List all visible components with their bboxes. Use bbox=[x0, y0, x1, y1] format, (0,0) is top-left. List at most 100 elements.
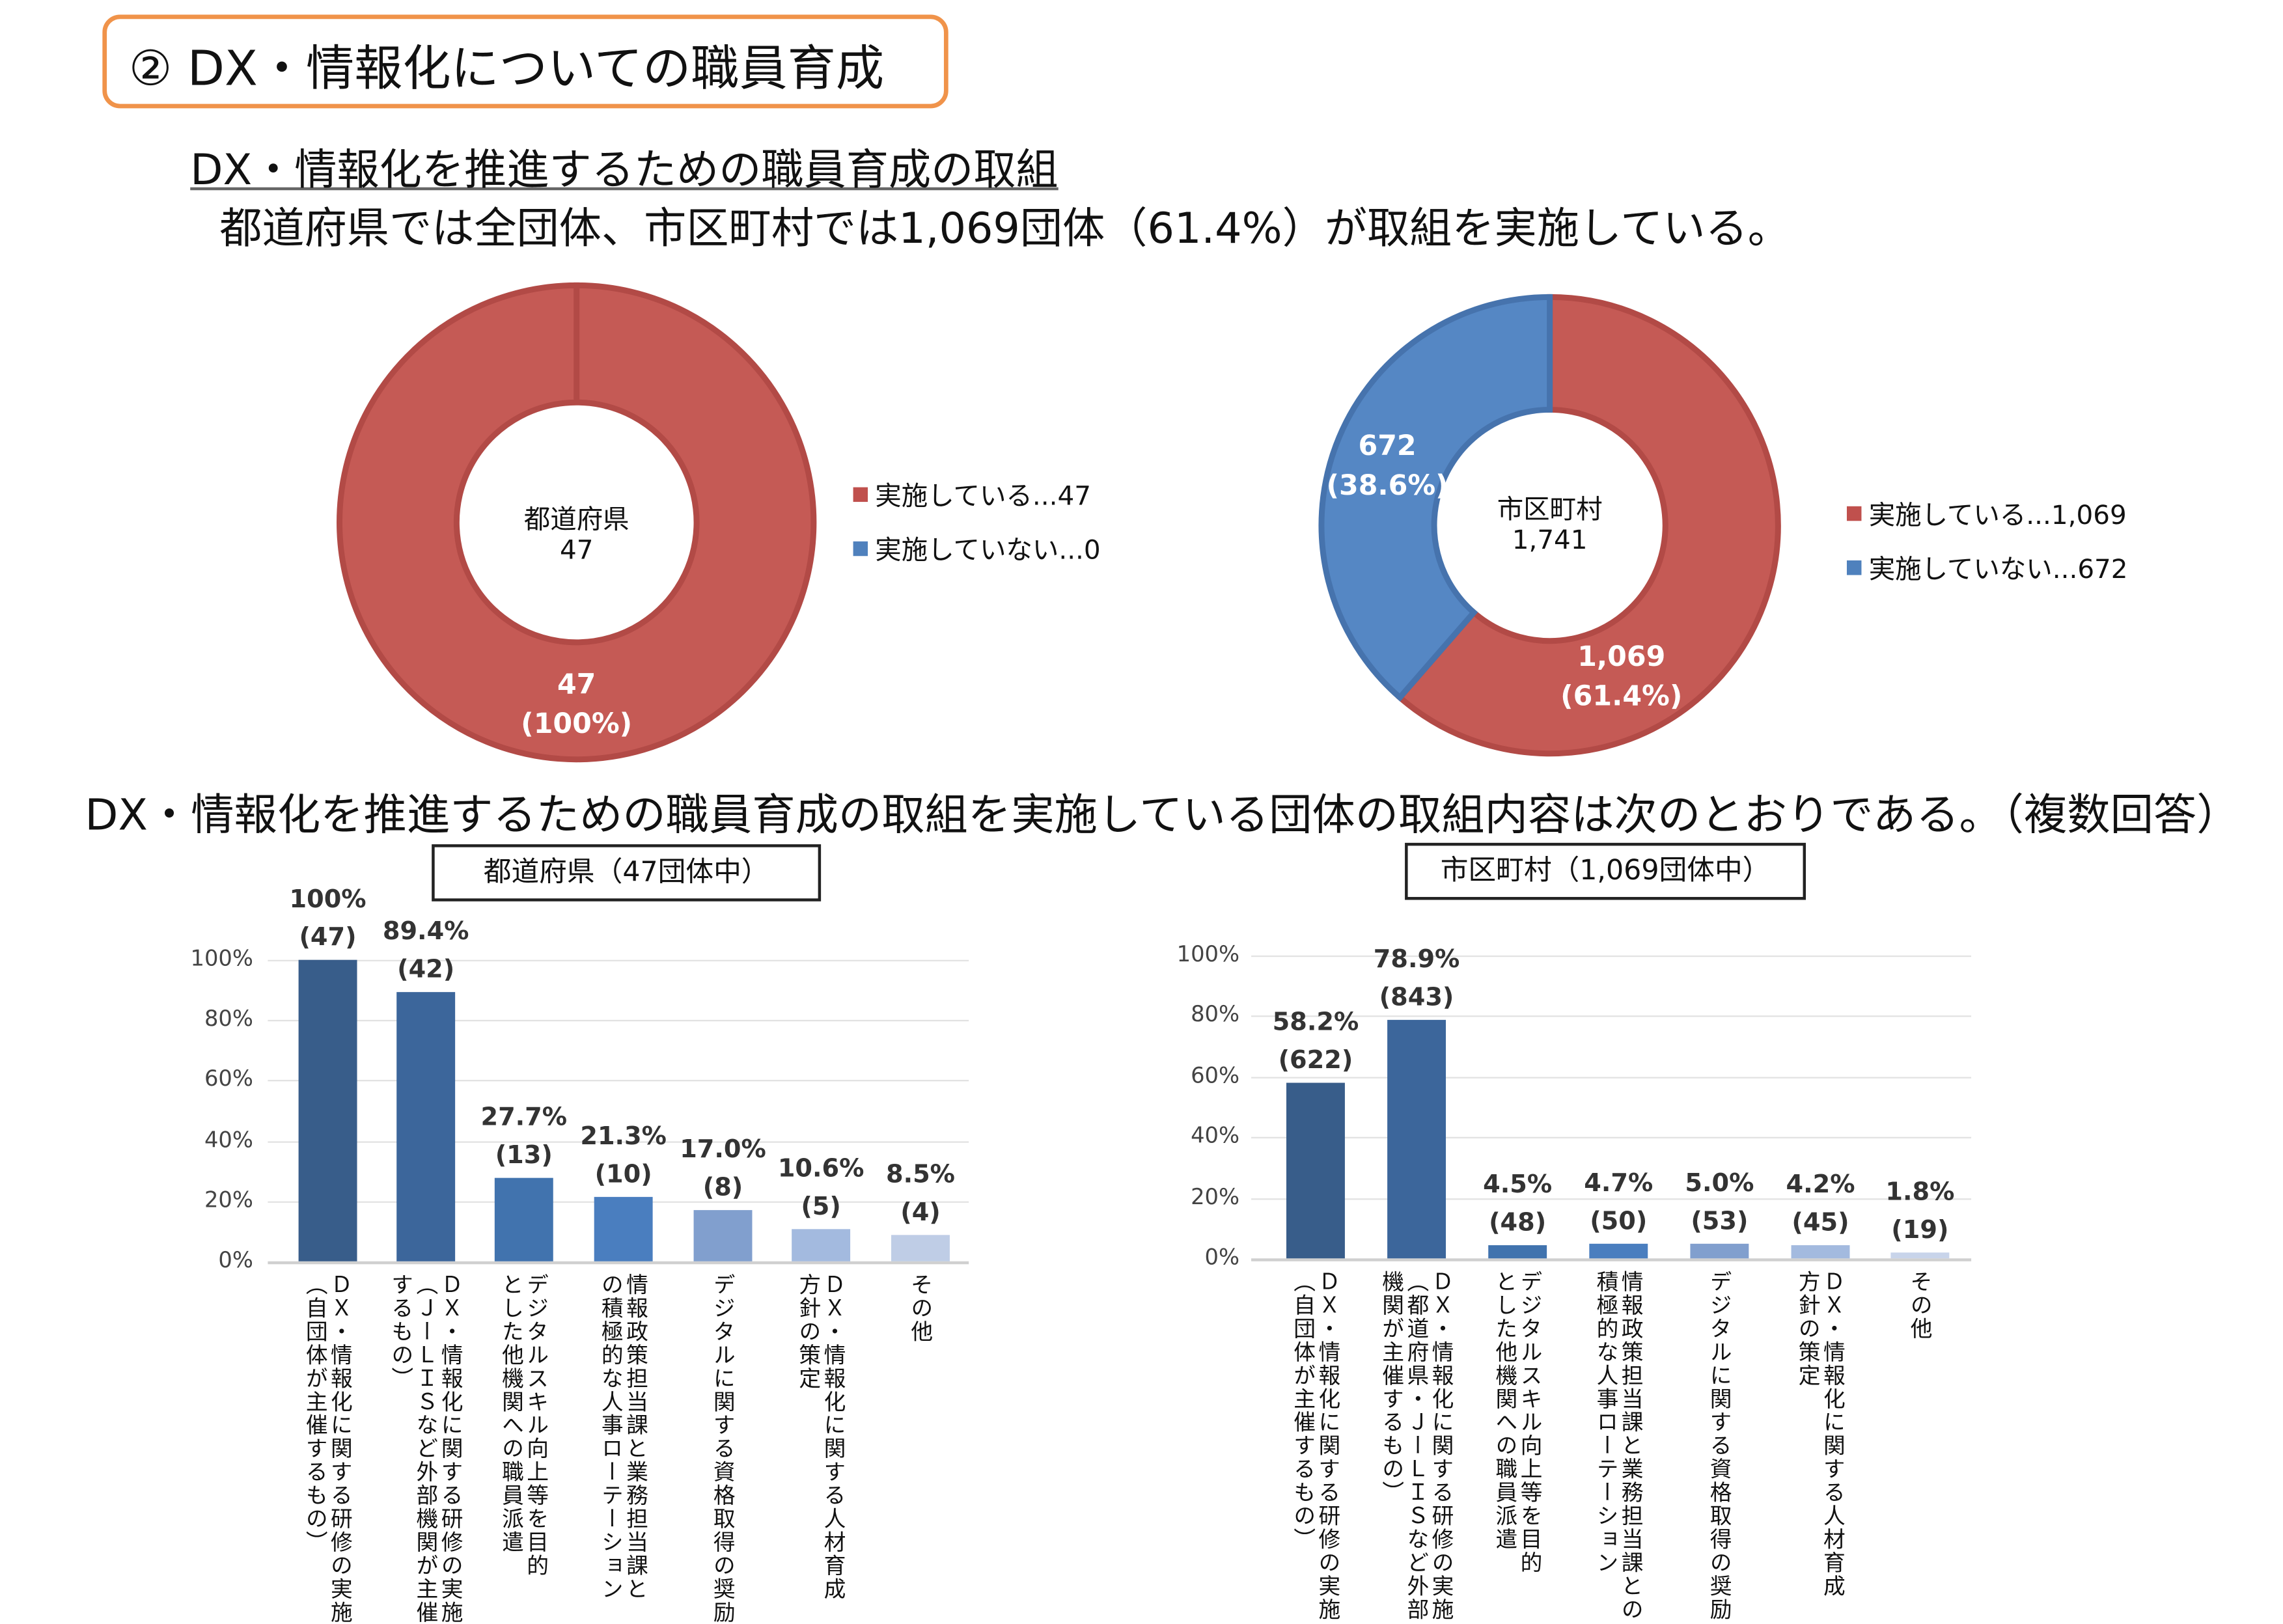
legend-swatch-blue bbox=[1846, 560, 1862, 575]
category-label: 情報政策担当課と業務担当課と の積極的な人事ローテーション bbox=[598, 1273, 650, 1601]
section-subtitle: DX・情報化を推進するための職員育成の取組 bbox=[190, 145, 1058, 195]
x-axis-line bbox=[1251, 1258, 1972, 1261]
bar-count-label: (53) bbox=[1691, 1206, 1749, 1236]
bar bbox=[1589, 1244, 1648, 1259]
bar-count-label: (19) bbox=[1891, 1216, 1949, 1246]
category-label: ＤＸ・情報化に関する研修の実施 （都道府県・ＪーＬＩＳなど外部 機関が主催するも… bbox=[1379, 1270, 1456, 1621]
gridline bbox=[1251, 1015, 1972, 1018]
category-label: ＤＸ・情報化に関する人材育成 方針の策定 bbox=[1795, 1270, 1847, 1598]
donut1-center: 都道府県 47 bbox=[503, 505, 650, 566]
category-label: ＤＸ・情報化に関する研修の実施 （ＪーＬＩＳなど外部機関が主催 するもの） bbox=[388, 1273, 465, 1624]
category-label: デジタルに関する資格取得の奨励 bbox=[1707, 1270, 1734, 1621]
donut1-data-label: 47 (100%) bbox=[503, 666, 650, 745]
bar-value-label: 5.0% (53) bbox=[1685, 1164, 1754, 1241]
donut2-label-value: 672 bbox=[1358, 430, 1417, 463]
gridline bbox=[1251, 1077, 1972, 1079]
bar bbox=[792, 1229, 851, 1261]
donut1-slice-0 bbox=[337, 282, 817, 763]
y-tick-label: 60% bbox=[1191, 1062, 1240, 1089]
bar-count-label: (5) bbox=[801, 1192, 841, 1222]
bar-value-label: 27.7% (13) bbox=[480, 1099, 567, 1175]
bar-chart2-title: 市区町村（1,069団体中） bbox=[1405, 842, 1806, 900]
page-title: ② DX・情報化についての職員育成 bbox=[128, 39, 885, 97]
legend-label: 実施していない...0 bbox=[875, 535, 1101, 566]
donut2-data-label-1: 672 (38.6%) bbox=[1314, 427, 1461, 506]
bar bbox=[298, 959, 357, 1261]
bar-pct-label: 58.2% bbox=[1272, 1007, 1359, 1037]
bar-count-label: (48) bbox=[1489, 1208, 1547, 1238]
bar-pct-label: 8.5% bbox=[885, 1161, 955, 1190]
bar bbox=[1890, 1252, 1950, 1259]
donut2-center: 市区町村 1,741 bbox=[1476, 495, 1623, 556]
bar-chart1-title: 都道府県（47団体中） bbox=[432, 844, 822, 901]
legend-label: 実施している...47 bbox=[875, 481, 1091, 512]
bar-pct-label: 4.2% bbox=[1786, 1171, 1855, 1201]
bar-value-label: 100% (47) bbox=[290, 881, 367, 957]
y-tick-label: 40% bbox=[1191, 1122, 1240, 1149]
bar bbox=[494, 1177, 553, 1261]
y-tick-label: 20% bbox=[204, 1186, 253, 1213]
y-tick-label: 20% bbox=[1191, 1183, 1240, 1210]
gridline bbox=[268, 1140, 969, 1142]
category-label: ＤＸ・情報化に関する研修の実施 （自団体が主催するもの） bbox=[303, 1273, 355, 1624]
bar-value-label: 1.8% (19) bbox=[1885, 1174, 1954, 1250]
y-tick-label: 80% bbox=[204, 1005, 253, 1032]
y-tick-label: 0% bbox=[218, 1246, 253, 1273]
legend-label: 実施している...1,069 bbox=[1868, 500, 2127, 532]
donut2-slice-0 bbox=[1396, 294, 1781, 757]
legend-label: 実施していない...672 bbox=[1868, 554, 2128, 586]
gridline bbox=[268, 1080, 969, 1082]
bar-value-label: 10.6% (5) bbox=[778, 1150, 865, 1226]
donut2-center-value: 1,741 bbox=[1512, 525, 1588, 557]
y-tick-label: 60% bbox=[204, 1066, 253, 1092]
bar bbox=[396, 991, 456, 1261]
bar-count-label: (10) bbox=[594, 1160, 652, 1190]
bar bbox=[1488, 1245, 1547, 1259]
bar bbox=[1791, 1245, 1850, 1259]
summary-text: 都道府県では全団体、市区町村では1,069団体（61.4%）が取組を実施している… bbox=[219, 203, 1790, 253]
bar-pct-label: 17.0% bbox=[680, 1135, 766, 1165]
bar bbox=[594, 1197, 653, 1261]
donut1-legend-item-0: 実施している...47 bbox=[853, 476, 1091, 514]
donut1-label-pct: (100%) bbox=[521, 708, 633, 741]
donut1-center-value: 47 bbox=[559, 535, 594, 566]
category-label: デジタルスキル向上等を目的 とした他機関への職員派遣 bbox=[1492, 1270, 1544, 1575]
gridline bbox=[1251, 1137, 1972, 1139]
y-tick-label: 100% bbox=[190, 945, 253, 972]
title-box bbox=[102, 14, 948, 109]
bar-value-label: 8.5% (4) bbox=[886, 1157, 955, 1233]
category-label: デジタルに関する資格取得の奨励 bbox=[710, 1273, 737, 1624]
donut2-slice-1 bbox=[1318, 294, 1553, 702]
donut2-data-label-0: 1,069 (61.4%) bbox=[1548, 638, 1695, 717]
category-label: その他 bbox=[1907, 1270, 1934, 1341]
bar-pct-label: 100% bbox=[289, 885, 367, 915]
bar bbox=[693, 1210, 753, 1261]
donut2-legend-item-0: 実施している...1,069 bbox=[1846, 495, 2127, 532]
bar-count-label: (47) bbox=[299, 923, 357, 953]
donut1-legend-item-1: 実施していない...0 bbox=[853, 530, 1101, 568]
bar-value-label: 4.7% (50) bbox=[1584, 1165, 1653, 1241]
bar-count-label: (13) bbox=[495, 1141, 553, 1171]
bar-count-label: (42) bbox=[397, 955, 455, 985]
y-tick-label: 0% bbox=[1204, 1243, 1240, 1271]
category-label: ＤＸ・情報化に関する研修の実施 （自団体が主催するもの） bbox=[1290, 1270, 1342, 1621]
donut1-center-label: 都道府県 bbox=[523, 504, 630, 536]
bar-count-label: (8) bbox=[702, 1173, 743, 1203]
category-label: デジタルスキル向上等を目的 とした他機関への職員派遣 bbox=[499, 1273, 551, 1578]
gridline bbox=[268, 1020, 969, 1022]
bar-count-label: (843) bbox=[1379, 982, 1454, 1012]
y-tick-label: 40% bbox=[204, 1126, 253, 1153]
donut2-legend-item-1: 実施していない...672 bbox=[1846, 549, 2128, 586]
category-label: 情報政策担当課と業務担当課との 積極的な人事ローテーション bbox=[1594, 1270, 1645, 1621]
gridline bbox=[268, 959, 969, 961]
legend-swatch-blue bbox=[853, 541, 868, 557]
gridline bbox=[1251, 955, 1972, 957]
bar-count-label: (622) bbox=[1278, 1045, 1353, 1075]
bar bbox=[891, 1235, 950, 1261]
bar-value-label: 78.9% (843) bbox=[1374, 941, 1460, 1017]
bar-pct-label: 89.4% bbox=[382, 917, 469, 947]
x-axis-line bbox=[268, 1261, 969, 1265]
bar-pct-label: 5.0% bbox=[1685, 1168, 1754, 1198]
